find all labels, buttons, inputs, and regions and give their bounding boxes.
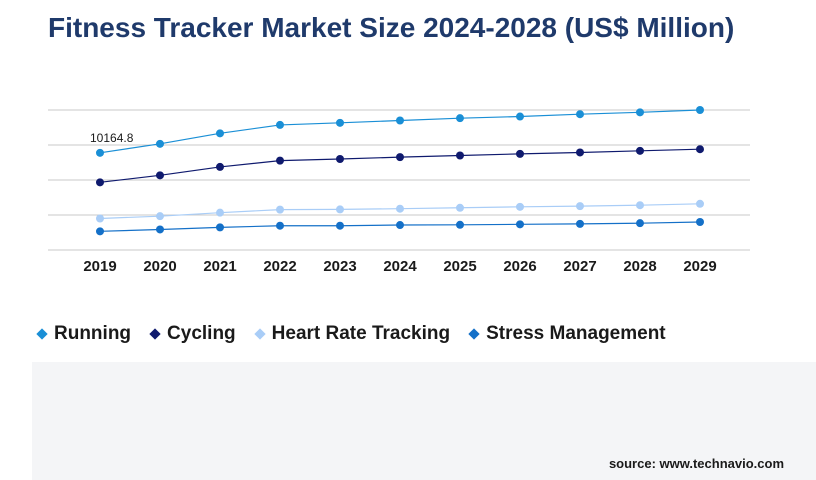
data-point-1-2027 [576, 148, 584, 157]
data-point-1-2028 [636, 146, 644, 155]
x-tick-label-2023: 2023 [323, 258, 356, 275]
data-point-3-2022 [276, 221, 284, 230]
x-tick-label-2019: 2019 [83, 258, 116, 275]
data-point-2-2027 [576, 202, 584, 211]
legend-label: Cycling [167, 323, 236, 344]
data-point-3-2019 [96, 227, 104, 236]
line-chart: 2019 2020 2021 2022 2023 2024 2025 2026 2027 2028… [48, 106, 750, 275]
data-point-1-2022 [276, 156, 284, 165]
legend-label: Running [54, 323, 132, 344]
x-tick-label-2026: 2026 [503, 258, 536, 275]
source-note: source: www.technavio.com [608, 456, 784, 471]
data-point-2-2025 [456, 203, 464, 212]
x-tick-label-2025: 2025 [443, 258, 476, 275]
legend-marker-icon [253, 328, 266, 340]
data-point-1-2029 [696, 145, 704, 154]
data-point-0-2026 [516, 112, 524, 121]
x-tick-label-2028: 2028 [623, 258, 656, 275]
footer-background [32, 362, 816, 480]
data-point-1-2019 [96, 178, 104, 187]
data-point-2-2020 [156, 212, 164, 221]
data-point-2-2029 [696, 199, 704, 208]
data-point-0-2019 [96, 148, 104, 157]
legend-item-0: Running [36, 323, 132, 345]
legend-item-2: Heart Rate Tracking [253, 323, 451, 345]
data-label-0: 10164.8 [90, 131, 134, 145]
chart-title: Fitness Tracker Market Size 2024-2028 (U… [48, 12, 735, 43]
data-point-1-2025 [456, 151, 464, 160]
data-point-3-2023 [336, 221, 344, 230]
series-line-0 [99, 109, 701, 154]
data-point-0-2023 [336, 118, 344, 127]
data-point-1-2026 [516, 149, 524, 158]
data-point-3-2024 [396, 221, 404, 230]
x-tick-label-2029: 2029 [683, 258, 716, 275]
data-point-3-2027 [576, 219, 584, 228]
data-point-2-2023 [336, 205, 344, 214]
legend-marker-icon [36, 328, 48, 340]
data-point-3-2029 [696, 218, 704, 226]
data-point-2-2021 [216, 208, 224, 217]
data-point-0-2024 [396, 116, 404, 125]
data-point-0-2027 [576, 110, 584, 119]
data-point-0-2022 [276, 120, 284, 129]
data-point-1-2024 [396, 153, 404, 162]
data-point-0-2025 [456, 114, 464, 123]
data-point-1-2020 [156, 171, 164, 180]
data-point-2-2022 [276, 205, 284, 214]
legend-label: Heart Rate Tracking [271, 323, 451, 344]
legend-label: Stress Management [486, 323, 666, 344]
data-point-1-2023 [336, 155, 344, 163]
data-point-0-2029 [696, 106, 704, 114]
chart-legend: Running Cycling Heart Rate Tracking Stress … [36, 322, 666, 346]
data-point-2-2028 [636, 201, 644, 210]
data-point-0-2021 [216, 129, 224, 138]
x-tick-label-2027: 2027 [563, 258, 596, 275]
data-point-1-2021 [216, 162, 224, 171]
data-point-3-2020 [156, 225, 164, 234]
x-tick-label-2021: 2021 [203, 258, 236, 275]
data-point-2-2024 [396, 204, 404, 213]
data-point-3-2025 [456, 220, 464, 229]
data-point-2-2019 [96, 214, 104, 223]
x-tick-label-2024: 2024 [383, 258, 417, 275]
x-tick-label-2020: 2020 [143, 258, 176, 275]
data-point-3-2026 [516, 220, 524, 229]
data-point-3-2021 [216, 223, 224, 232]
data-point-2-2026 [516, 202, 524, 211]
legend-marker-icon [149, 328, 161, 340]
data-point-3-2028 [636, 219, 644, 228]
data-point-0-2020 [156, 139, 164, 148]
legend-item-3: Stress Management [468, 323, 666, 345]
legend-marker-icon [468, 328, 480, 340]
data-point-0-2028 [636, 108, 644, 117]
legend-item-1: Cycling [149, 323, 236, 345]
x-tick-label-2022: 2022 [263, 258, 296, 275]
